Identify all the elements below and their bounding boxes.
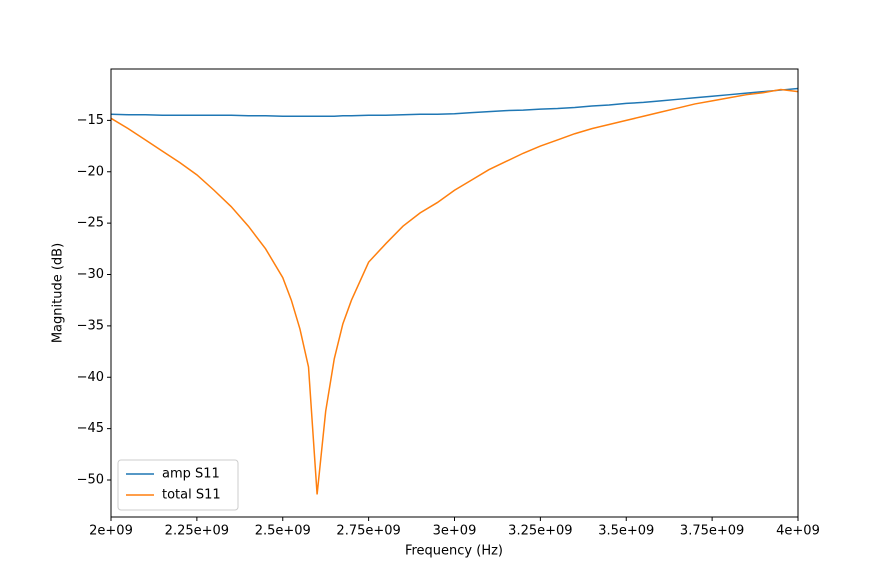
y-tick-label: −35 bbox=[77, 318, 104, 333]
y-tick-label: −30 bbox=[77, 267, 104, 282]
x-tick-label: 4e+09 bbox=[776, 524, 820, 539]
x-tick-label: 2.5e+09 bbox=[255, 524, 311, 539]
y-axis-label: Magnitude (dB) bbox=[51, 243, 66, 343]
x-tick-label: 2e+09 bbox=[89, 524, 133, 539]
x-axis-label: Frequency (Hz) bbox=[405, 544, 503, 559]
x-tick-label: 2.25e+09 bbox=[165, 524, 229, 539]
y-tick-label: −15 bbox=[77, 113, 104, 128]
y-tick-label: −25 bbox=[77, 216, 104, 231]
x-tick-label: 3e+09 bbox=[433, 524, 477, 539]
y-tick-label: −20 bbox=[77, 164, 104, 179]
y-tick-label: −45 bbox=[77, 421, 104, 436]
legend-label: amp S11 bbox=[162, 467, 220, 482]
x-tick-label: 3.25e+09 bbox=[508, 524, 572, 539]
x-tick-label: 3.5e+09 bbox=[598, 524, 654, 539]
line-series bbox=[110, 88, 799, 495]
plot-frame bbox=[110, 68, 799, 518]
x-tick-label: 2.75e+09 bbox=[336, 524, 400, 539]
legend-label: total S11 bbox=[162, 488, 221, 503]
x-tick-label: 3.75e+09 bbox=[680, 524, 744, 539]
legend-box bbox=[117, 459, 239, 511]
y-tick-label: −50 bbox=[77, 473, 104, 488]
y-tick-label: −40 bbox=[77, 370, 104, 385]
line-series bbox=[110, 87, 799, 118]
